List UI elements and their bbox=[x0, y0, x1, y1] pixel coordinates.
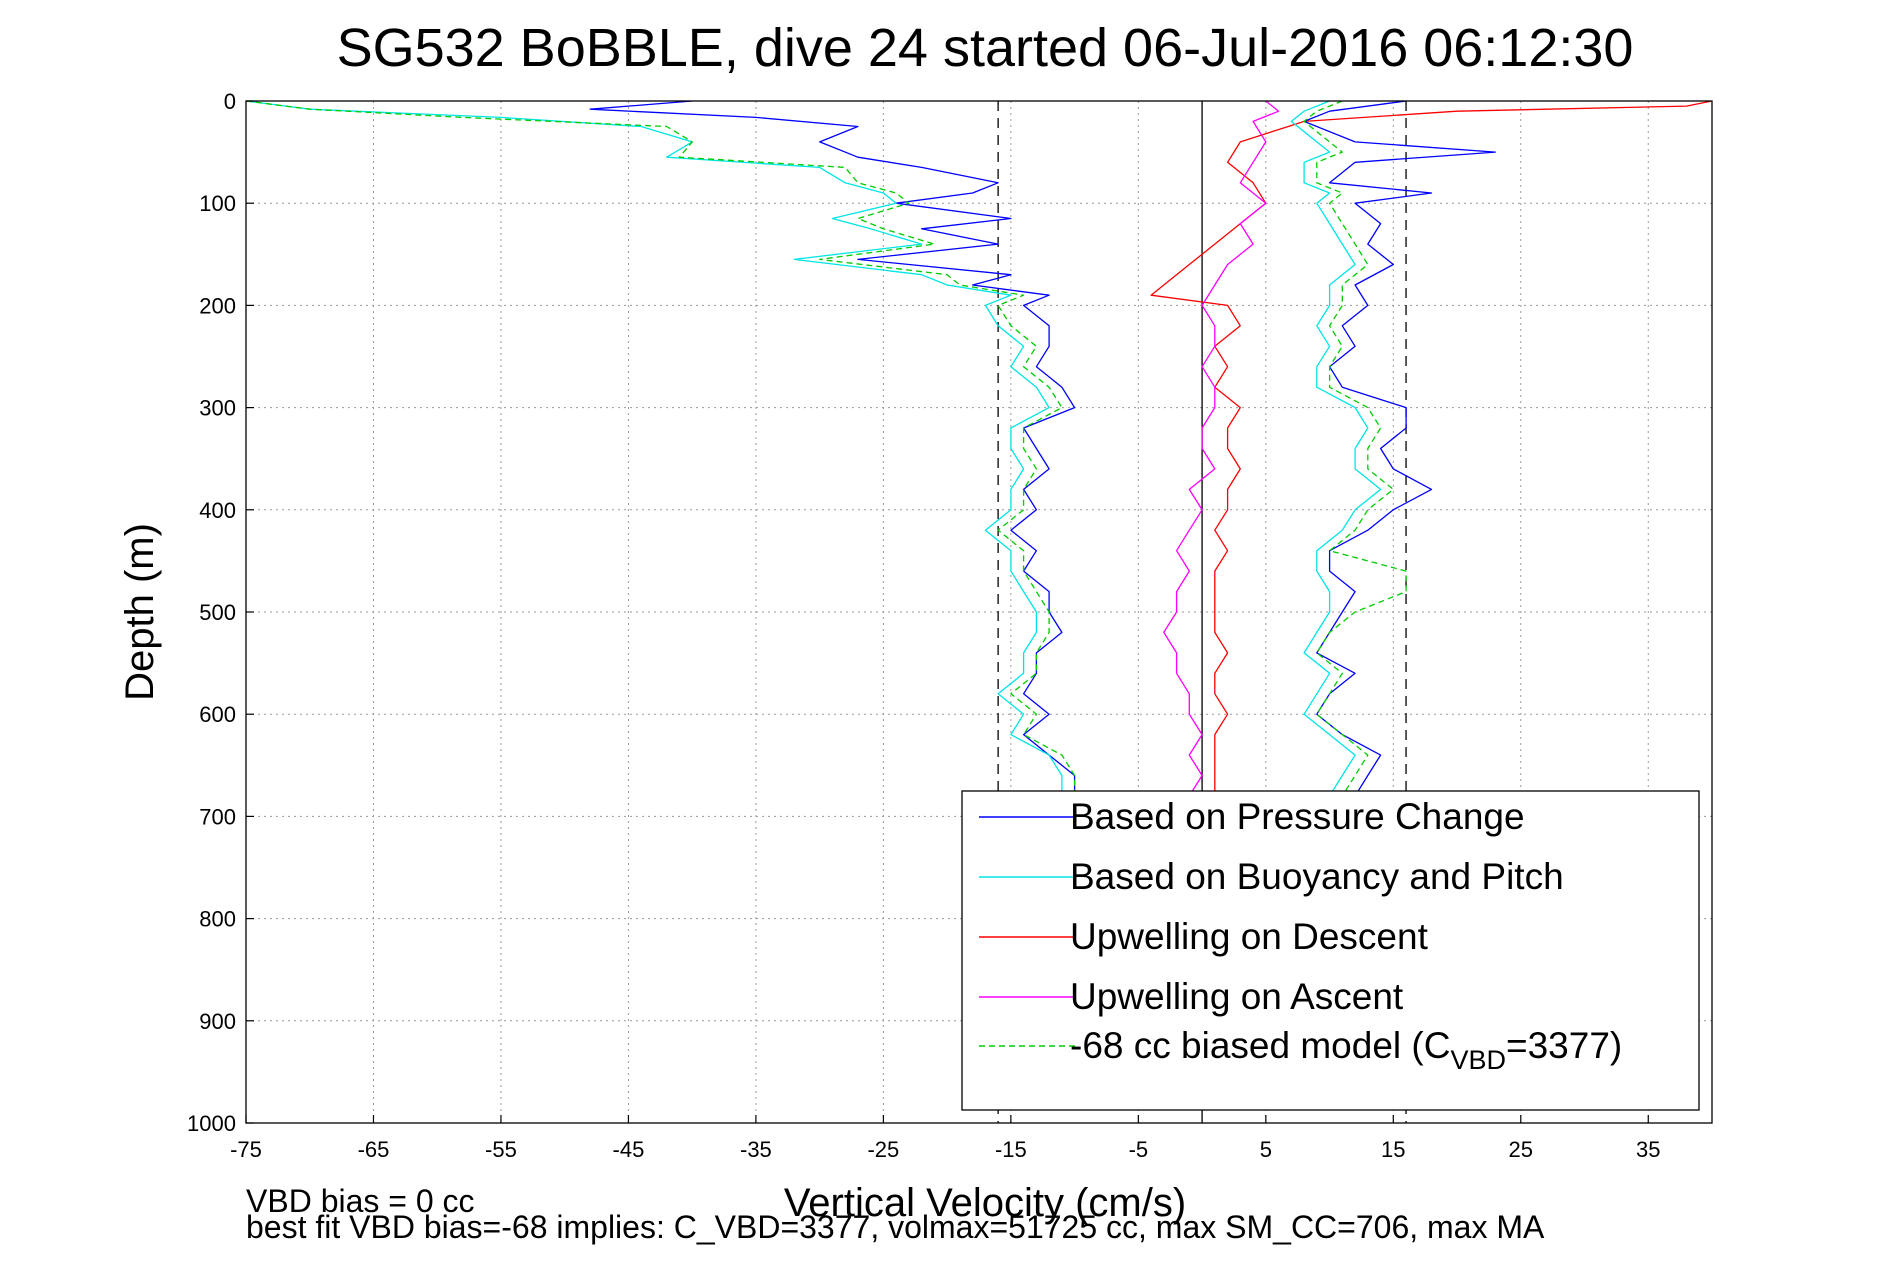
series-line-upwelling-on-descent bbox=[1150, 101, 1712, 796]
legend: Based on Pressure Change Based on Buoyanc… bbox=[961, 790, 1700, 1111]
y-tick-label: 500 bbox=[199, 600, 236, 625]
x-tick-label: 5 bbox=[1260, 1137, 1272, 1162]
x-tick-label: 35 bbox=[1636, 1137, 1660, 1162]
legend-label-main: Upwelling on Descent bbox=[1070, 916, 1429, 957]
series-line-based-on-buoyancy-and-pitch bbox=[246, 101, 1063, 796]
x-tick-label: -25 bbox=[867, 1137, 899, 1162]
series-line-based-on-pressure-change bbox=[589, 101, 1076, 796]
x-tick-label: -65 bbox=[358, 1137, 390, 1162]
y-tick-label: 200 bbox=[199, 293, 236, 318]
x-axis-label: Vertical Velocity (cm/s) bbox=[784, 1181, 1186, 1225]
y-tick-label: 400 bbox=[199, 498, 236, 523]
series-line-based-on-buoyancy-and-pitch bbox=[1290, 101, 1382, 797]
series-line-68-cc-biased-model-c bbox=[246, 101, 1076, 796]
y-tick-label: 0 bbox=[224, 89, 236, 114]
footer-line-1: VBD bias = 0 cc bbox=[246, 1183, 475, 1219]
legend-label: Based on Buoyancy and Pitch bbox=[1070, 856, 1564, 897]
legend-label: Based on Pressure Change bbox=[1070, 796, 1525, 837]
legend-label-main: Based on Buoyancy and Pitch bbox=[1070, 856, 1564, 897]
legend-label-subscript: VBD bbox=[1450, 1045, 1506, 1075]
y-axis-label: Depth (m) bbox=[118, 523, 162, 701]
series-lines bbox=[246, 101, 1712, 797]
legend-label: -68 cc biased model (CVBD=3377) bbox=[1070, 1025, 1622, 1075]
legend-label-main: Based on Pressure Change bbox=[1070, 796, 1525, 837]
y-tick-label: 300 bbox=[199, 396, 236, 421]
x-tick-label: 25 bbox=[1509, 1137, 1533, 1162]
legend-label-suffix: =3377) bbox=[1506, 1025, 1622, 1066]
footer-line-2: best fit VBD bias=-68 implies: C_VBD=337… bbox=[246, 1209, 1545, 1245]
y-tick-label: 900 bbox=[199, 1009, 236, 1034]
x-tick-label: -45 bbox=[613, 1137, 645, 1162]
legend-label-main: Upwelling on Ascent bbox=[1070, 976, 1404, 1017]
chart-title: SG532 BoBBLE, dive 24 started 06-Jul-201… bbox=[337, 18, 1634, 78]
x-tick-label: -15 bbox=[995, 1137, 1027, 1162]
y-tick-label: 800 bbox=[199, 907, 236, 932]
series-line-68-cc-biased-model-c bbox=[1303, 101, 1407, 797]
y-ticks: 0 100 200 300 400 500 600 700 800 900 1000 bbox=[187, 89, 254, 1136]
legend-label-main: -68 cc biased model (C bbox=[1070, 1025, 1450, 1066]
x-tick-label: -55 bbox=[485, 1137, 517, 1162]
legend-label: Upwelling on Ascent bbox=[1070, 976, 1404, 1017]
y-tick-label: 1000 bbox=[187, 1111, 236, 1136]
x-tick-label: 15 bbox=[1381, 1137, 1405, 1162]
legend-box bbox=[961, 790, 1700, 1111]
y-tick-label: 700 bbox=[199, 804, 236, 829]
x-ticks: -75 -65 -55 -45 -35 -25 -15 -5 5 15 25 35 bbox=[230, 1115, 1661, 1162]
y-tick-label: 600 bbox=[199, 702, 236, 727]
x-tick-label: -75 bbox=[230, 1137, 262, 1162]
x-tick-label: -35 bbox=[740, 1137, 772, 1162]
series-line-based-on-pressure-change bbox=[1303, 101, 1496, 797]
series-line-upwelling-on-ascent bbox=[1163, 101, 1280, 797]
x-tick-label: -5 bbox=[1129, 1137, 1149, 1162]
legend-label: Upwelling on Descent bbox=[1070, 916, 1429, 957]
y-tick-label: 100 bbox=[199, 191, 236, 216]
